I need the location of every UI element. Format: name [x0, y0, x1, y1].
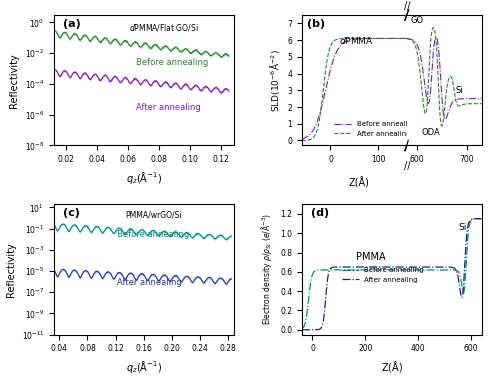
Text: Before annealing: Before annealing — [117, 230, 188, 239]
Before annealing — [478, 96, 484, 101]
After annealing — [129, 36, 135, 41]
Before annealing — [341, 40, 347, 44]
Before annealing — [472, 217, 478, 221]
After annealing — [472, 217, 478, 221]
Text: After annealing: After annealing — [136, 103, 201, 112]
Before annealing — [440, 268, 446, 272]
After annealing — [298, 327, 304, 332]
Text: ODA: ODA — [421, 128, 440, 137]
Text: //: // — [403, 161, 409, 171]
After annealing — [152, 36, 158, 41]
Text: Z(Å): Z(Å) — [348, 177, 369, 188]
Text: (a): (a) — [62, 19, 81, 29]
After annealing — [386, 265, 391, 269]
After annealing — [381, 265, 386, 269]
Before annealing — [84, 136, 90, 141]
Before annealing — [443, 36, 448, 41]
X-axis label: Z($\rm\AA$): Z($\rm\AA$) — [380, 359, 402, 374]
After annealing — [252, 36, 258, 41]
After annealing — [364, 36, 369, 41]
Text: PMMA: PMMA — [355, 252, 385, 262]
After annealing — [470, 102, 476, 106]
Before annealing — [478, 217, 484, 221]
After annealing — [440, 265, 446, 269]
Before annealing — [364, 36, 369, 41]
Text: $d$PMMA/Flat GO/Si: $d$PMMA/Flat GO/Si — [129, 21, 199, 33]
Before annealing — [235, 36, 241, 41]
Line: Before annealing: Before annealing — [87, 37, 481, 139]
X-axis label: $q_z$($\rm\AA^{-1}$): $q_z$($\rm\AA^{-1}$) — [125, 170, 162, 186]
Before annealing — [307, 277, 313, 282]
Text: GO: GO — [409, 16, 423, 25]
After annealing — [459, 36, 465, 41]
Legend: Before annealing, After annealing: Before annealing, After annealing — [330, 118, 419, 139]
Before annealing — [381, 268, 386, 272]
After annealing — [427, 32, 433, 36]
After annealing — [298, 138, 304, 143]
After annealing — [307, 327, 313, 332]
Before annealing — [252, 36, 258, 41]
Text: PMMA/wrGO/Si: PMMA/wrGO/Si — [125, 211, 182, 220]
Y-axis label: Reflectivity: Reflectivity — [6, 242, 16, 297]
After annealing — [443, 36, 448, 41]
Before annealing — [427, 77, 433, 82]
After annealing — [84, 138, 90, 143]
Text: (d): (d) — [310, 208, 328, 218]
Text: //: // — [403, 1, 409, 11]
Before annealing — [386, 268, 391, 272]
Line: Before annealing: Before annealing — [301, 219, 481, 329]
After annealing — [341, 36, 347, 41]
Y-axis label: SLD($10^{-6}$$\rm\AA^{-2}$): SLD($10^{-6}$$\rm\AA^{-2}$) — [267, 49, 281, 112]
Legend: Before annealing, After annealing: Before annealing, After annealing — [338, 264, 426, 285]
Text: $d$PMMA: $d$PMMA — [338, 35, 372, 46]
Text: Before annealing: Before annealing — [136, 58, 208, 67]
Before annealing — [432, 35, 438, 39]
After annealing — [429, 25, 435, 30]
Text: (c): (c) — [62, 208, 80, 218]
After annealing — [478, 102, 484, 106]
X-axis label: $q_z$($\rm\AA^{-1}$): $q_z$($\rm\AA^{-1}$) — [125, 359, 162, 375]
Line: After annealing: After annealing — [301, 219, 481, 330]
After annealing — [472, 217, 478, 221]
Y-axis label: Reflectivity: Reflectivity — [9, 53, 19, 108]
After annealing — [235, 36, 241, 41]
Before annealing — [298, 136, 304, 141]
Before annealing — [129, 40, 135, 44]
Line: After annealing: After annealing — [87, 27, 481, 140]
Before annealing — [152, 36, 158, 41]
Text: (b): (b) — [306, 19, 325, 29]
Line: Before annealing: Before annealing — [301, 37, 488, 139]
Text: After annealing: After annealing — [117, 278, 181, 287]
Before annealing — [298, 327, 304, 331]
Before annealing — [459, 36, 465, 41]
Before annealing — [470, 96, 476, 101]
After annealing — [478, 217, 484, 221]
Line: After annealing: After annealing — [301, 27, 488, 140]
Text: Si: Si — [454, 86, 462, 95]
Y-axis label: Electron density $\rho/\rho_{Si}$ ($e/\rm\AA^{-3}$): Electron density $\rho/\rho_{Si}$ ($e/\r… — [259, 214, 274, 326]
Text: Si: Si — [457, 223, 466, 232]
Before annealing — [472, 217, 478, 221]
